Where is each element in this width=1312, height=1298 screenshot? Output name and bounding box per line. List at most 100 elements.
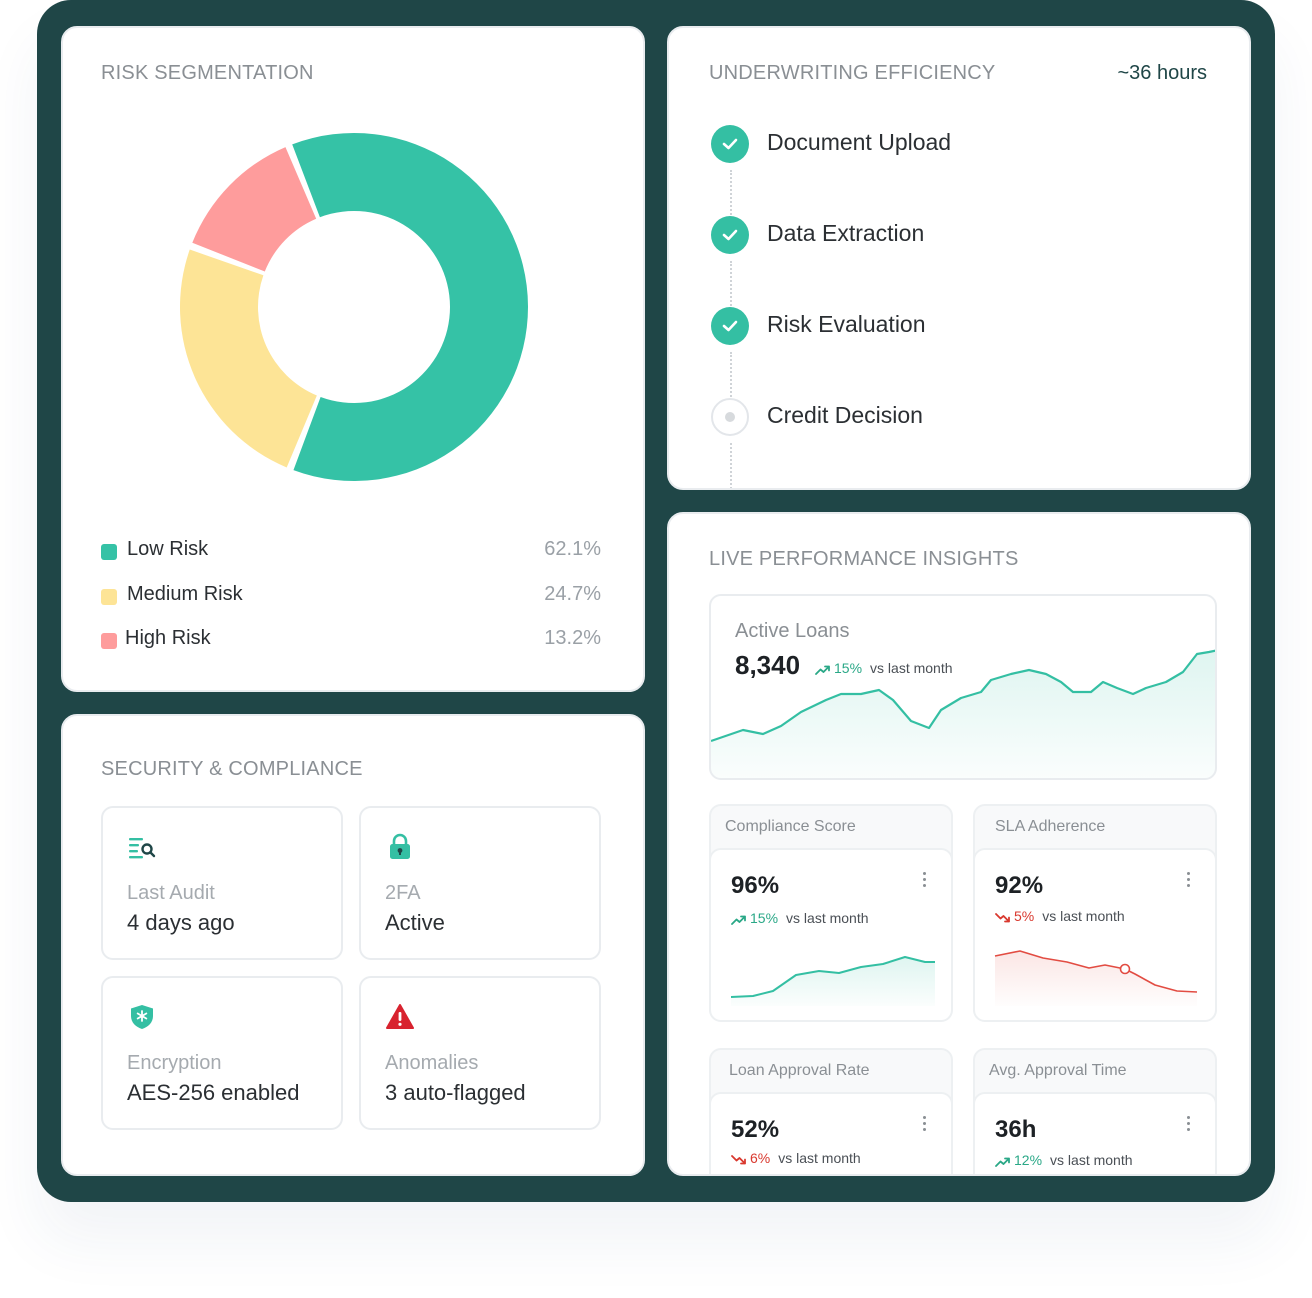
metric-label: SLA Adherence [995, 818, 1106, 835]
lock-icon [385, 832, 415, 862]
legend-label-low: Low Risk [127, 538, 209, 560]
legend-label-high: High Risk [125, 627, 211, 649]
risk-segmentation-title: RISK SEGMENTATION [101, 62, 314, 84]
legend-swatch-high [101, 633, 117, 649]
metric-loan-approval-rate[interactable]: Loan Approval Rate 52% 6% vs last month [709, 1048, 953, 1174]
step-label: Credit Decision [767, 402, 923, 428]
underwriting-duration: ~36 hours [1117, 62, 1207, 84]
active-loans-trend: 15% vs last month [815, 660, 953, 676]
step-connector [730, 170, 732, 222]
donut-slice-high-risk [192, 147, 317, 272]
legend-label-medium: Medium Risk [127, 583, 243, 605]
check-circle-icon [711, 307, 749, 345]
metric-sla-adherence[interactable]: SLA Adherence 92% 5% vs last month [973, 804, 1217, 1022]
metric-value: 52% [731, 1116, 780, 1143]
active-loans-panel[interactable]: Active Loans 8,340 15% vs last month [709, 594, 1217, 780]
trend-caption: vs last month [786, 910, 869, 926]
trend-percent: 12% [1014, 1152, 1043, 1168]
metric-trend: 6% vs last month [731, 1150, 861, 1166]
trend-percent: 15% [834, 660, 863, 676]
metric-body: 92% 5% vs last month [975, 848, 1215, 1020]
metric-body: 52% 6% vs last month [711, 1092, 951, 1174]
live-performance-title: LIVE PERFORMANCE INSIGHTS [709, 548, 1019, 570]
step-label: Risk Evaluation [767, 311, 926, 337]
underwriting-title: UNDERWRITING EFFICIENCY [709, 62, 996, 84]
metric-label: Compliance Score [725, 818, 856, 835]
trend-down-icon [731, 1155, 746, 1165]
tile-encryption[interactable]: Encryption AES-256 enabled [101, 976, 343, 1130]
legend-value-medium: 24.7% [544, 583, 601, 605]
sla-sparkline [994, 950, 1198, 1006]
trend-percent: 15% [750, 910, 779, 926]
metric-label: Loan Approval Rate [729, 1062, 870, 1079]
security-title: SECURITY & COMPLIANCE [101, 758, 363, 780]
tile-value: 4 days ago [127, 910, 235, 935]
more-options-icon[interactable] [923, 1116, 927, 1132]
trend-down-icon [995, 913, 1010, 923]
step-connector [730, 261, 732, 313]
step-data-extraction: Data Extraction [711, 216, 1191, 256]
more-options-icon[interactable] [1187, 1116, 1191, 1132]
shield-icon [127, 1002, 157, 1032]
legend-value-low: 62.1% [544, 538, 601, 560]
tile-value: Active [385, 910, 445, 935]
security-compliance-card: SECURITY & COMPLIANCE Last Audit 4 days … [61, 714, 645, 1176]
metric-avg-approval-time[interactable]: Avg. Approval Time 36h 12% vs last month [973, 1048, 1217, 1174]
trend-caption: vs last month [778, 1150, 861, 1166]
compliance-sparkline [730, 956, 935, 1006]
trend-up-icon [995, 1157, 1010, 1167]
donut-slice-low-risk [292, 133, 528, 481]
tile-label: Anomalies [385, 1052, 479, 1074]
tile-value: 3 auto-flagged [385, 1080, 526, 1105]
metric-value: 36h [995, 1116, 1037, 1143]
metric-trend: 5% vs last month [995, 908, 1125, 924]
metric-value: 96% [731, 872, 780, 899]
tile-value: AES-256 enabled [127, 1080, 300, 1105]
tile-label: Last Audit [127, 882, 215, 904]
trend-up-icon [731, 915, 746, 925]
pending-circle-icon [711, 398, 749, 436]
tile-last-audit[interactable]: Last Audit 4 days ago [101, 806, 343, 960]
check-circle-icon [711, 125, 749, 163]
metric-value: 92% [995, 872, 1044, 899]
metric-trend: 15% vs last month [731, 910, 869, 926]
trend-caption: vs last month [1050, 1152, 1133, 1168]
trend-up-icon [815, 665, 830, 675]
metric-body: 36h 12% vs last month [975, 1092, 1215, 1174]
tile-label: 2FA [385, 882, 421, 904]
underwriting-efficiency-card: UNDERWRITING EFFICIENCY ~36 hours Docume… [667, 26, 1251, 490]
trend-percent: 5% [1014, 908, 1035, 924]
step-risk-evaluation: Risk Evaluation [711, 307, 1191, 347]
metric-body: 96% 15% vs last month [711, 848, 951, 1020]
legend-swatch-medium [101, 589, 117, 605]
more-options-icon[interactable] [923, 872, 927, 888]
legend-low-risk: Low Risk 62.1% [101, 536, 601, 566]
more-options-icon[interactable] [1187, 872, 1191, 888]
tile-label: Encryption [127, 1052, 222, 1074]
step-connector [730, 352, 732, 404]
metric-label: Avg. Approval Time [989, 1062, 1127, 1079]
step-label: Data Extraction [767, 220, 925, 246]
tile-2fa[interactable]: 2FA Active [359, 806, 601, 960]
warning-icon [385, 1002, 415, 1032]
step-credit-decision: Credit Decision [711, 398, 1191, 438]
trend-caption: vs last month [870, 660, 953, 676]
step-document-upload: Document Upload [711, 125, 1191, 165]
trend-percent: 6% [750, 1150, 771, 1166]
legend-value-high: 13.2% [544, 627, 601, 649]
legend-medium-risk: Medium Risk 24.7% [101, 581, 601, 611]
tile-anomalies[interactable]: Anomalies 3 auto-flagged [359, 976, 601, 1130]
active-loans-label: Active Loans [735, 620, 850, 642]
legend-high-risk: High Risk 13.2% [101, 625, 601, 655]
legend-swatch-low [101, 544, 117, 560]
risk-segmentation-card: RISK SEGMENTATION Low Risk 62.1% Medium … [61, 26, 645, 692]
donut-slice-medium-risk [179, 249, 317, 468]
live-performance-card: LIVE PERFORMANCE INSIGHTS Active Loans 8… [667, 512, 1251, 1176]
audit-search-icon [127, 832, 157, 862]
trend-caption: vs last month [1042, 908, 1125, 924]
step-label: Document Upload [767, 129, 952, 155]
metric-trend: 12% vs last month [995, 1152, 1133, 1168]
sla-highlight-point [1119, 963, 1131, 975]
metric-compliance-score[interactable]: Compliance Score 96% 15% vs last month [709, 804, 953, 1022]
check-circle-icon [711, 216, 749, 254]
